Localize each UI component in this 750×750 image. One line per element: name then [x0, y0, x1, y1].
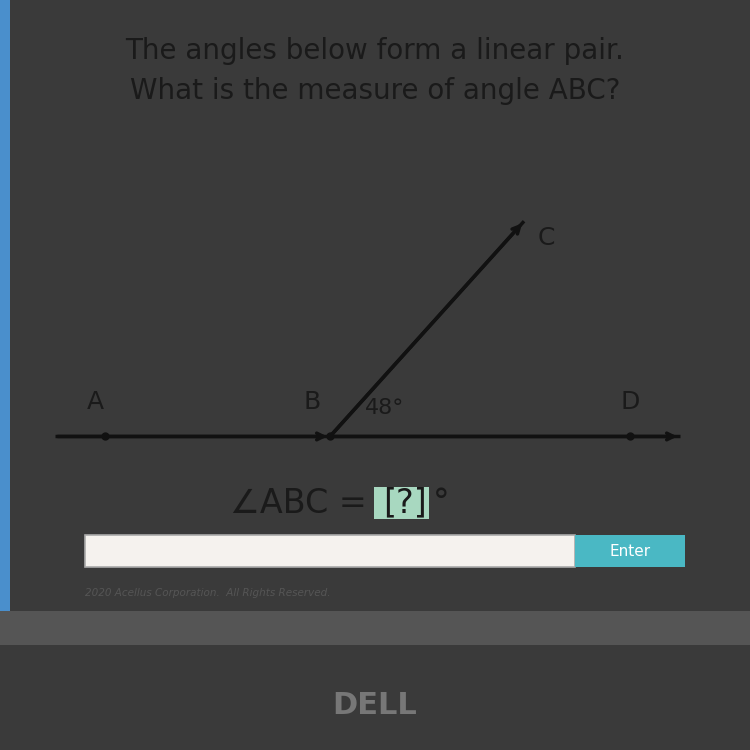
FancyBboxPatch shape: [374, 488, 429, 519]
Text: What is the measure of angle ABC?: What is the measure of angle ABC?: [130, 77, 620, 105]
FancyBboxPatch shape: [85, 536, 575, 567]
Text: A: A: [86, 391, 104, 415]
Text: °: °: [433, 487, 450, 520]
FancyBboxPatch shape: [0, 0, 10, 611]
Text: 2020 Acellus Corporation.  All Rights Reserved.: 2020 Acellus Corporation. All Rights Res…: [85, 588, 331, 598]
FancyBboxPatch shape: [575, 536, 685, 567]
Text: The angles below form a linear pair.: The angles below form a linear pair.: [125, 37, 625, 65]
FancyBboxPatch shape: [0, 611, 750, 645]
Text: B: B: [303, 391, 321, 415]
Text: [?]: [?]: [383, 487, 427, 520]
Text: D: D: [620, 391, 640, 415]
Text: DELL: DELL: [333, 691, 417, 719]
Text: 48°: 48°: [365, 398, 404, 418]
Text: ∠ABC =: ∠ABC =: [230, 487, 377, 520]
Text: Enter: Enter: [610, 544, 650, 559]
Text: C: C: [538, 226, 556, 251]
